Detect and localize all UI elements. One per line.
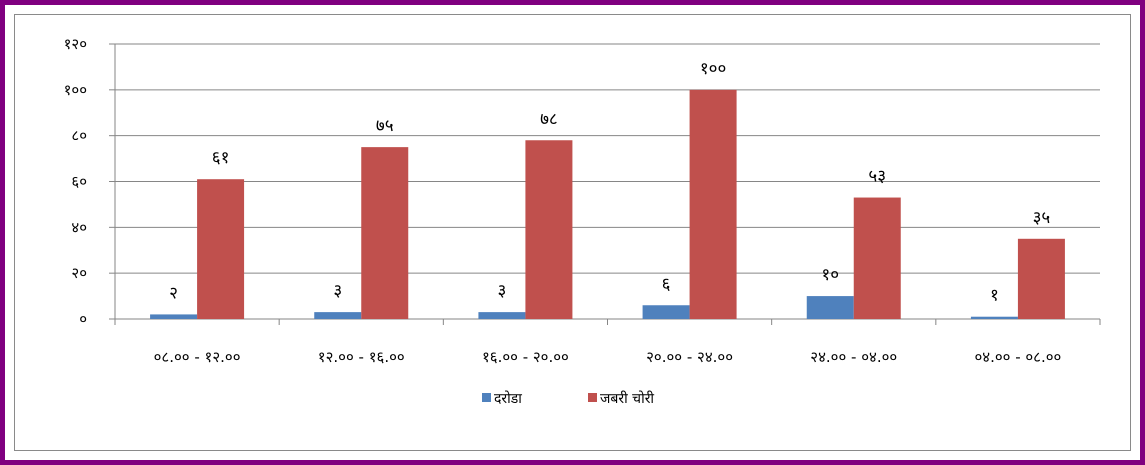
data-label: ६ — [662, 274, 671, 294]
y-tick-label: ४० — [71, 218, 87, 236]
x-tick-label: ०४.०० - ०८.०० — [974, 348, 1061, 366]
y-tick-label: ० — [79, 310, 87, 328]
x-tick-label: १२.०० - १६.०० — [318, 348, 405, 366]
data-label: ३ — [497, 281, 506, 301]
y-tick-label: ८० — [71, 127, 87, 145]
legend-label: जबरी चोरी — [600, 390, 654, 407]
legend-label: दरोडा — [494, 390, 522, 407]
bar-jabari-chori — [1017, 238, 1065, 319]
legend-swatch — [588, 393, 597, 402]
y-tick-label: ६० — [71, 173, 87, 191]
x-tick-label: २०.०० - २४.०० — [646, 348, 733, 366]
data-label: १०० — [700, 59, 727, 79]
bar-daroda — [478, 312, 526, 319]
bar-daroda — [150, 314, 198, 319]
chart-area-border — [14, 14, 1131, 451]
data-label: २ — [169, 283, 178, 303]
data-label: ५३ — [868, 167, 886, 187]
bar-daroda — [806, 296, 854, 319]
bar-jabari-chori — [197, 179, 245, 319]
data-label: ७८ — [540, 109, 558, 129]
data-label: ६१ — [212, 148, 230, 168]
x-tick-label: २४.०० - ०४.०० — [810, 348, 897, 366]
bar-daroda — [970, 316, 1018, 319]
data-label: १० — [821, 265, 839, 285]
data-label: ३ — [333, 281, 342, 301]
data-label: ३५ — [1033, 208, 1051, 228]
bar-jabari-chori — [689, 89, 737, 319]
x-tick-label: ०८.०० - १२.०० — [154, 348, 241, 366]
y-tick-label: १२० — [64, 35, 87, 53]
y-tick-label: १०० — [64, 81, 87, 99]
x-tick-label: १६.०० - २०.०० — [482, 348, 569, 366]
bar-daroda — [314, 312, 362, 319]
bar-jabari-chori — [361, 147, 409, 319]
bar-jabari-chori — [853, 197, 901, 319]
y-tick-label: २० — [71, 264, 87, 282]
data-label: ७५ — [376, 116, 394, 136]
data-label: १ — [990, 286, 999, 306]
bar-jabari-chori — [525, 140, 573, 319]
legend-swatch — [482, 393, 491, 402]
bar-daroda — [642, 305, 690, 319]
